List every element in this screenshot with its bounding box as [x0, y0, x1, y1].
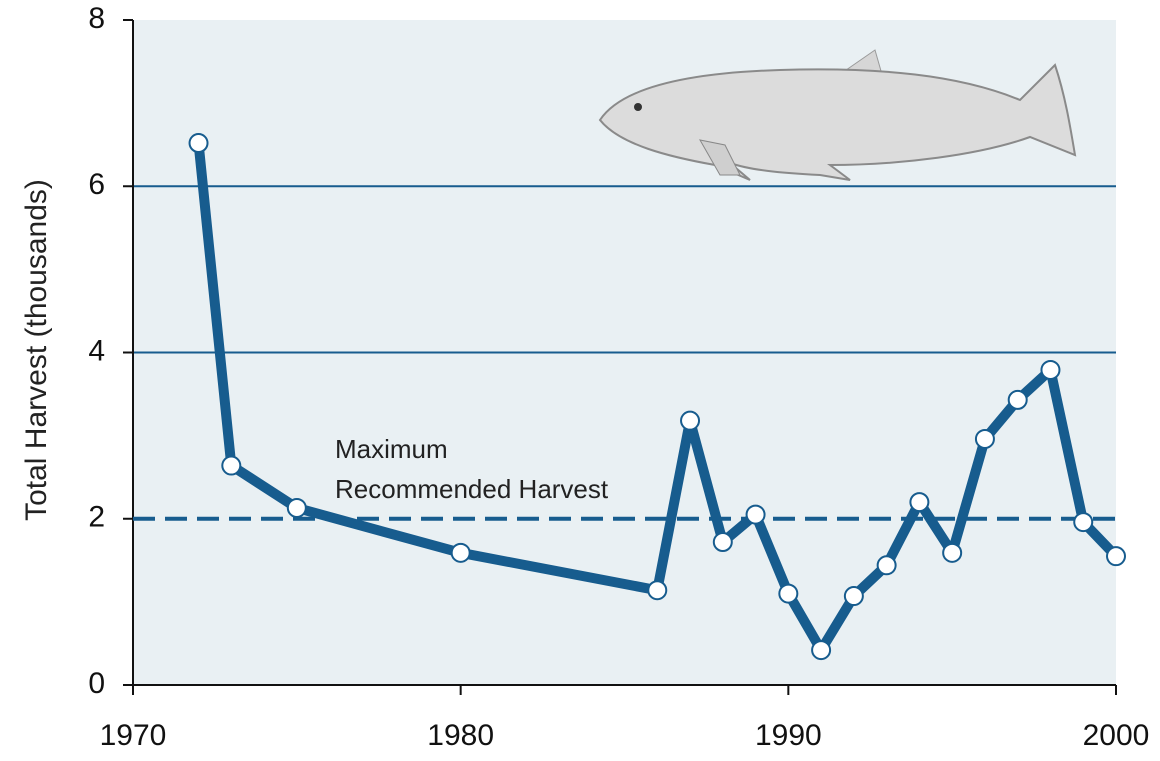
- data-point: [222, 457, 240, 475]
- y-tick-label: 6: [88, 168, 105, 201]
- data-point: [779, 585, 797, 603]
- x-tick-label: 2000: [1083, 719, 1150, 752]
- data-point: [681, 412, 699, 430]
- data-point: [1041, 361, 1059, 379]
- reference-label: Recommended Harvest: [335, 474, 609, 504]
- data-point: [845, 587, 863, 605]
- data-point: [812, 641, 830, 659]
- data-point: [747, 506, 765, 524]
- data-point: [976, 430, 994, 448]
- chart: Total Harvest (thousands) 0 2 4 6 8 1970 1980 1…: [0, 0, 1160, 761]
- y-tick-label: 0: [88, 667, 105, 700]
- data-point: [943, 544, 961, 562]
- data-point: [648, 581, 666, 599]
- data-point: [288, 499, 306, 517]
- x-tick-label: 1990: [755, 719, 822, 752]
- reference-label: Maximum: [335, 434, 448, 464]
- y-axis-title: Total Harvest (thousands): [20, 179, 53, 521]
- data-point: [910, 493, 928, 511]
- data-point: [452, 544, 470, 562]
- y-tick-label: 8: [88, 2, 105, 35]
- x-tick-label: 1970: [100, 719, 167, 752]
- y-tick-label: 4: [88, 334, 105, 367]
- data-point: [190, 134, 208, 152]
- x-tick-label: 1980: [427, 719, 494, 752]
- data-point: [1107, 547, 1125, 565]
- data-point: [878, 556, 896, 574]
- data-point: [1009, 391, 1027, 409]
- data-point: [1074, 513, 1092, 531]
- data-point: [714, 533, 732, 551]
- y-tick-label: 2: [88, 501, 105, 534]
